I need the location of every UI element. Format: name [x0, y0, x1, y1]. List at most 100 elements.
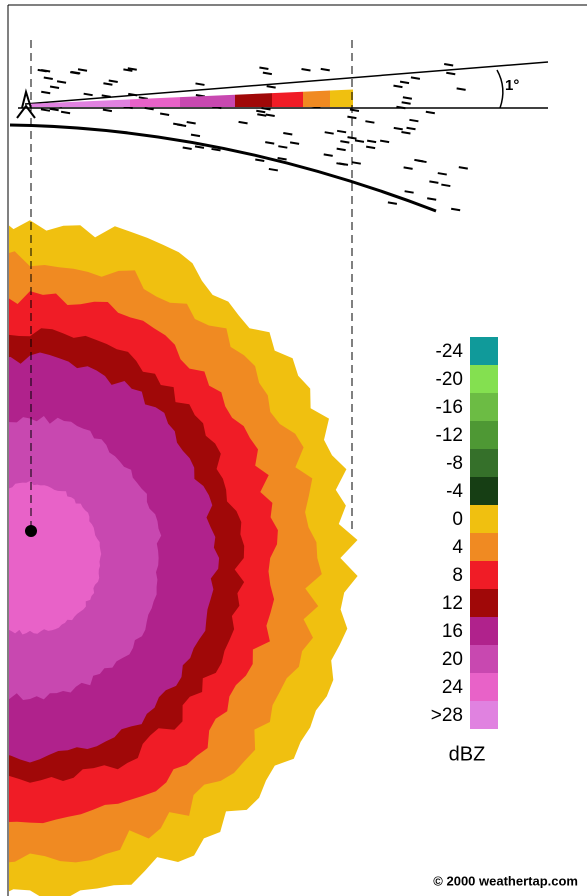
- legend-label: 12: [442, 593, 463, 614]
- legend-label: 24: [442, 677, 464, 698]
- cloud-dash: [127, 67, 137, 71]
- radar-site: [25, 525, 37, 537]
- beam-segment: [130, 97, 180, 107]
- beam-colors: [30, 89, 353, 107]
- legend-swatch: [470, 477, 498, 505]
- cloud-dash: [401, 101, 411, 105]
- beam-segment: [303, 90, 330, 107]
- cloud-dash: [351, 161, 361, 165]
- cloud-dash: [123, 68, 133, 72]
- cloud-dash: [336, 129, 347, 134]
- cloud-dash: [159, 112, 170, 116]
- legend-label: -4: [446, 481, 463, 502]
- cloud-dash: [404, 190, 414, 194]
- legend-label: 16: [442, 621, 463, 642]
- legend-swatch: [470, 617, 498, 645]
- cloud-dash: [108, 79, 118, 83]
- legend-label: -24: [436, 341, 464, 362]
- legend-swatch: [470, 421, 498, 449]
- legend-label: >28: [431, 705, 463, 726]
- cloud-dash: [387, 201, 398, 205]
- cloud-dash: [278, 145, 288, 149]
- beam-segment: [272, 91, 303, 107]
- angle-label: 1°: [505, 77, 519, 94]
- legend-label: 8: [452, 565, 463, 586]
- cloud-dash: [56, 80, 67, 84]
- cloud-dash: [49, 107, 59, 112]
- legend-swatch: [470, 505, 498, 533]
- legend-swatch: [470, 589, 498, 617]
- legend-swatch: [470, 393, 498, 421]
- cloud-dash: [182, 146, 192, 150]
- cloud-dash: [393, 84, 403, 89]
- cloud-dash: [195, 82, 205, 86]
- cloud-dash: [138, 96, 148, 100]
- cloud-dash: [265, 141, 275, 145]
- cloud-dash: [102, 108, 113, 113]
- cloud-dash: [40, 108, 51, 112]
- cloud-dash: [417, 159, 427, 164]
- cloud-dash: [365, 120, 375, 124]
- reflectivity-band: [9, 481, 102, 635]
- legend-swatch: [470, 645, 498, 673]
- legend-swatch: [470, 365, 498, 393]
- cloud-dash: [409, 118, 419, 123]
- cloud-dash: [320, 67, 330, 72]
- legend-label: -12: [436, 425, 463, 446]
- cloud-dash: [71, 70, 81, 75]
- cloud-dash: [194, 145, 205, 149]
- cloud-dash: [266, 85, 276, 89]
- cloud-dash: [403, 166, 413, 170]
- cloud-dash: [425, 110, 436, 115]
- cloud-dash: [173, 122, 183, 127]
- legend-label: 20: [442, 649, 463, 670]
- cloud-dash: [401, 130, 411, 135]
- cloud-dash: [347, 115, 357, 120]
- legend-swatch: [470, 533, 498, 561]
- cloud-dash: [277, 156, 287, 161]
- cloud-dash: [402, 96, 413, 100]
- cloud-dash: [257, 113, 267, 117]
- cloud-dash: [393, 126, 403, 131]
- cloud-dash: [186, 121, 196, 125]
- copyright: © 2000 weathertap.com: [433, 873, 578, 888]
- reflectivity-field: [9, 220, 358, 896]
- beam-segment: [235, 93, 272, 107]
- cloud-dash: [289, 141, 300, 145]
- cloud-dash: [43, 76, 53, 80]
- cloud-dash: [366, 139, 377, 144]
- legend-label: 0: [452, 509, 463, 530]
- legend-swatch: [470, 449, 498, 477]
- cloud-dash: [429, 180, 439, 184]
- angle-arc: [496, 69, 504, 109]
- cloud-dash: [336, 162, 346, 166]
- legend-swatch: [470, 673, 498, 701]
- cloud-dash: [458, 166, 468, 170]
- legend-swatch: [470, 701, 498, 729]
- cloud-dash: [49, 85, 60, 89]
- cloud-dash: [456, 87, 466, 91]
- cloud-dash: [77, 68, 88, 72]
- beam-segment: [180, 94, 235, 107]
- cloud-dash: [301, 68, 311, 72]
- legend-swatch: [470, 561, 498, 589]
- cloud-dash: [323, 153, 333, 157]
- cloud-dash: [83, 92, 93, 97]
- cloud-dash: [262, 71, 273, 76]
- legend: -24 -20 -16 -12 -8 -4 0 4 8 12 16 20 24 >28: [431, 337, 498, 729]
- legend-label: -20: [436, 369, 463, 390]
- radar-icon: [16, 88, 36, 119]
- cloud-dash: [399, 80, 410, 85]
- cloud-dash: [268, 167, 279, 172]
- legend-label: 4: [452, 537, 463, 558]
- cloud-dash: [255, 158, 265, 163]
- cloud-dash: [256, 109, 266, 114]
- cloud-dash: [437, 172, 447, 176]
- cloud-dash: [41, 90, 51, 95]
- cloud-dash: [379, 139, 390, 144]
- cloud-dash: [450, 207, 461, 212]
- cloud-dash: [324, 131, 334, 135]
- cloud-dash: [410, 76, 421, 80]
- beam-line: [24, 61, 549, 105]
